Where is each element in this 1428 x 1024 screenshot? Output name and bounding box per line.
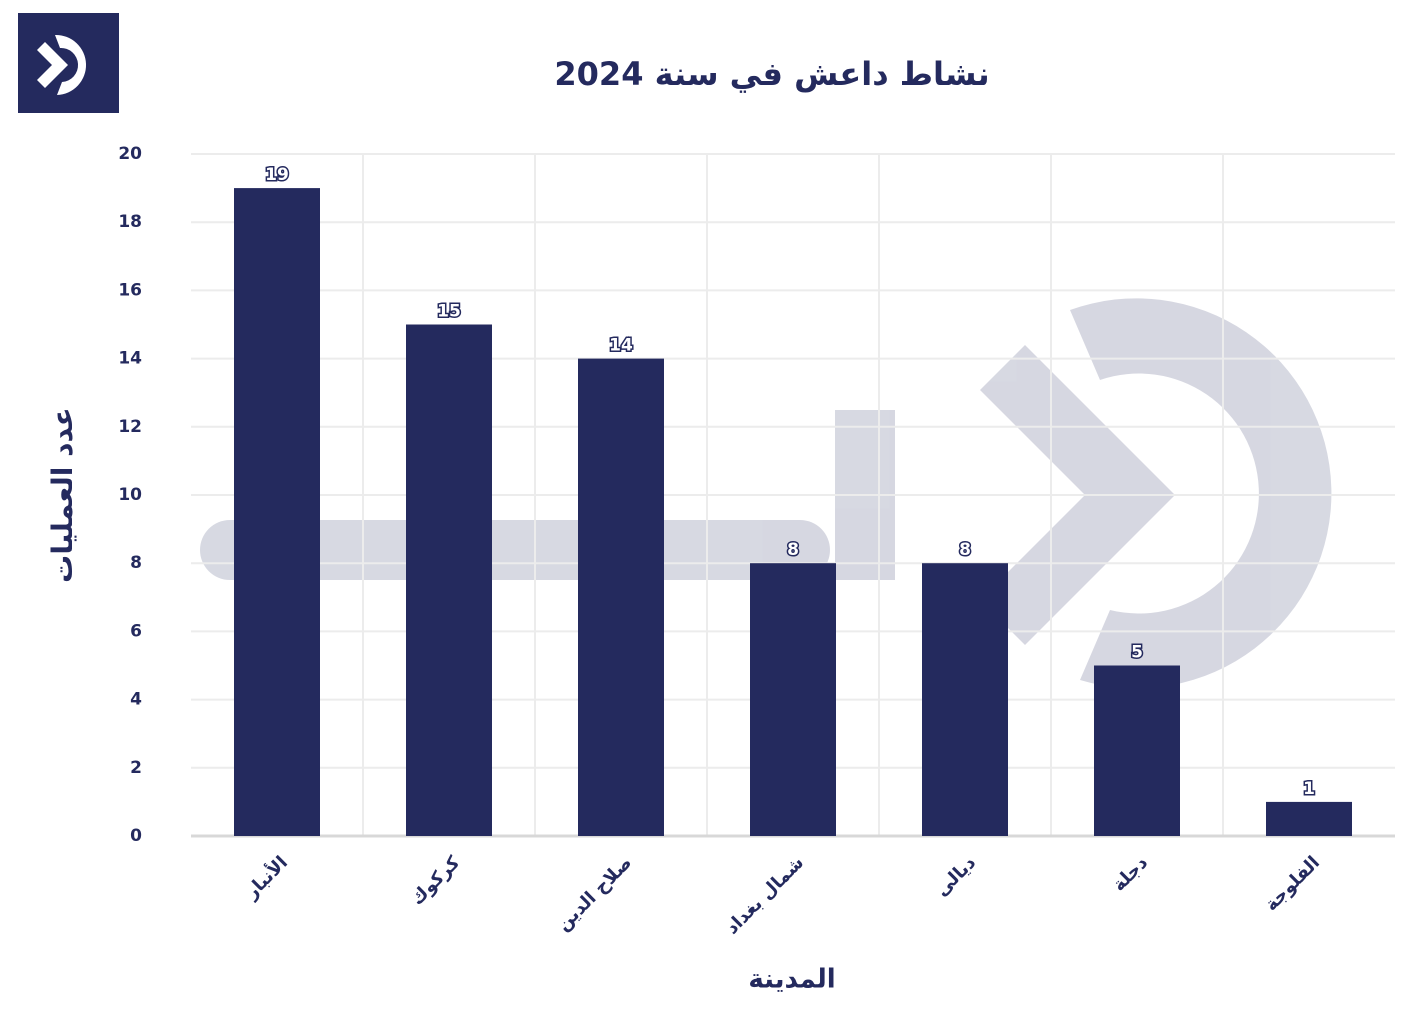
bar [406,324,492,836]
watermark [200,298,1332,689]
y-tick-label: 12 [118,417,142,437]
chart-title: نشاط داعش في سنة 2024 [554,55,989,93]
value-label: 8 [787,540,799,560]
y-tick-label: 6 [130,621,142,641]
y-axis-label: عدد العمليات [46,407,79,583]
x-axis-label: المدينة [748,965,835,995]
logo [18,13,119,113]
x-tick-label: صلاح الدين [553,852,636,935]
bar [1266,801,1352,836]
value-label: 8 [959,540,971,560]
x-tick-label: الأنبار [240,852,292,904]
value-label: 5 [1131,643,1143,663]
y-tick-label: 0 [130,826,142,846]
value-label: 15 [437,302,461,322]
value-label: 14 [609,336,633,356]
bar [578,358,664,836]
bar [922,563,1008,836]
value-label: 19 [265,165,289,185]
x-tick-label: كركوك [407,852,465,910]
y-tick-label: 4 [130,690,142,710]
y-tick-label: 18 [118,212,142,232]
bar [1094,665,1180,836]
x-tick-label: ديالى [931,852,980,901]
bar [234,188,320,837]
x-tick-label: الفلوجة [1261,852,1324,915]
y-tick-label: 20 [118,144,142,164]
value-label: 1 [1303,779,1315,799]
y-tick-label: 10 [118,485,142,505]
y-tick-label: 8 [130,553,142,573]
x-tick-label: شمال بغداد [722,852,808,938]
bar [750,563,836,836]
y-tick-label: 14 [118,349,142,369]
x-tick-label: دجلة [1109,852,1152,895]
y-tick-label: 2 [130,758,142,778]
y-tick-label: 16 [118,280,142,300]
